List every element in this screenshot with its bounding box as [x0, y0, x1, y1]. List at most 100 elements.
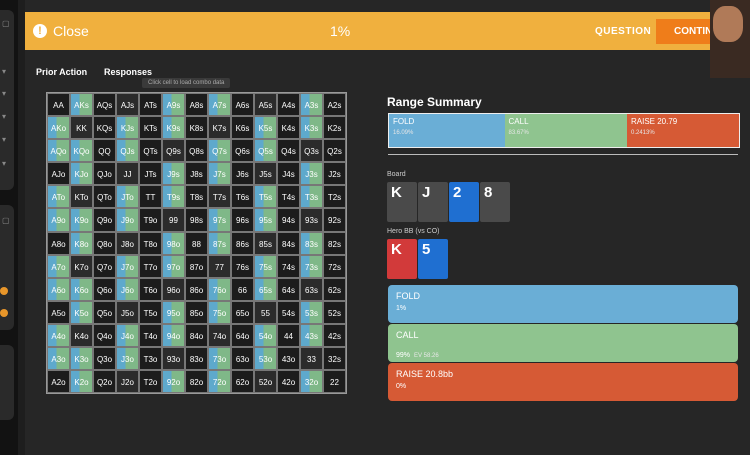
hand-cell[interactable]: 95s — [254, 208, 277, 232]
hand-cell[interactable]: 54o — [254, 323, 277, 348]
hand-cell[interactable]: A3o — [47, 347, 70, 371]
hand-cell[interactable]: 43o — [277, 347, 300, 371]
hand-cell[interactable]: A3s — [300, 93, 323, 117]
hand-cell[interactable]: A7s — [208, 93, 231, 117]
hand-cell[interactable]: 44 — [277, 323, 300, 348]
close-button[interactable]: Close — [53, 23, 89, 39]
hand-cell[interactable]: 53o — [254, 347, 277, 371]
hand-cell[interactable]: J8s — [185, 162, 208, 186]
hand-cell[interactable]: K2o — [70, 370, 93, 394]
hand-cell[interactable]: T8o — [139, 231, 162, 255]
hand-cell[interactable]: K4o — [70, 323, 93, 348]
info-icon[interactable]: ! — [33, 24, 47, 38]
hand-cell[interactable]: AQo — [47, 139, 70, 163]
hand-cell[interactable]: 64s — [277, 277, 300, 301]
hand-cell[interactable]: T8s — [185, 185, 208, 209]
hand-cell[interactable]: K6s — [231, 116, 254, 140]
hand-cell[interactable]: 32s — [323, 347, 346, 371]
hand-cell[interactable]: QTs — [139, 139, 162, 163]
hand-cell[interactable]: 65s — [254, 277, 277, 301]
hand-cell[interactable]: A4s — [277, 93, 300, 117]
hand-cell[interactable]: A2o — [47, 370, 70, 394]
hand-cell[interactable]: K5o — [70, 300, 93, 324]
hand-cell[interactable]: 52o — [254, 370, 277, 394]
hand-cell[interactable]: 63s — [300, 277, 323, 301]
hand-cell[interactable]: 75o — [208, 300, 231, 324]
hand-cell[interactable]: Q9o — [93, 208, 116, 232]
hand-cell[interactable]: A5s — [254, 93, 277, 117]
hand-cell[interactable]: J6s — [231, 162, 254, 186]
action-fold-button[interactable]: FOLD 1% — [388, 285, 738, 323]
hand-cell[interactable]: AJs — [116, 93, 139, 117]
hand-cell[interactable]: A8s — [185, 93, 208, 117]
hand-cell[interactable]: AKs — [70, 93, 93, 117]
hand-cell[interactable]: KTs — [139, 116, 162, 140]
hand-cell[interactable]: Q3o — [93, 347, 116, 371]
hand-cell[interactable]: 33 — [300, 347, 323, 371]
hand-cell[interactable]: T5s — [254, 185, 277, 209]
hand-cell[interactable]: 83s — [300, 231, 323, 255]
hand-cell[interactable]: 92s — [323, 208, 346, 232]
hand-cell[interactable]: J7o — [116, 254, 139, 278]
hand-cell[interactable]: ATo — [47, 185, 70, 209]
hand-cell[interactable]: T3s — [300, 185, 323, 209]
hand-cell[interactable]: 74s — [277, 254, 300, 278]
hand-cell[interactable]: 92o — [162, 370, 185, 394]
hand-cell[interactable]: Q5o — [93, 300, 116, 324]
hand-cell[interactable]: T3o — [139, 347, 162, 371]
hand-cell[interactable]: KTo — [70, 185, 93, 209]
hand-cell[interactable]: K4s — [277, 116, 300, 140]
hand-cell[interactable]: Q7o — [93, 254, 116, 278]
chevron-down-icon[interactable]: ▾ — [2, 159, 7, 168]
hand-cell[interactable]: J2o — [116, 370, 139, 394]
hand-cell[interactable]: Q2o — [93, 370, 116, 394]
hand-cell[interactable]: 87s — [208, 231, 231, 255]
hand-cell[interactable]: JJ — [116, 162, 139, 186]
hand-cell[interactable]: T9o — [139, 208, 162, 232]
hand-cell[interactable]: 73o — [208, 347, 231, 371]
hand-cell[interactable]: 63o — [231, 347, 254, 371]
hand-cell[interactable]: A5o — [47, 300, 70, 324]
hand-cell[interactable]: K6o — [70, 277, 93, 301]
hand-cell[interactable]: 98o — [162, 231, 185, 255]
hand-cell[interactable]: 86o — [185, 277, 208, 301]
hand-cell[interactable]: Q8o — [93, 231, 116, 255]
hand-cell[interactable]: J8o — [116, 231, 139, 255]
hand-cell[interactable]: 22 — [323, 370, 346, 394]
hand-cell[interactable]: A9o — [47, 208, 70, 232]
hand-cell[interactable]: K3o — [70, 347, 93, 371]
hand-cell[interactable]: JTo — [116, 185, 139, 209]
hand-cell[interactable]: T6o — [139, 277, 162, 301]
hand-cell[interactable]: A8o — [47, 231, 70, 255]
hand-cell[interactable]: QTo — [93, 185, 116, 209]
tab-prior-action[interactable]: Prior Action — [36, 67, 88, 77]
hand-cell[interactable]: A2s — [323, 93, 346, 117]
tab-responses[interactable]: Responses — [104, 67, 153, 77]
hand-cell[interactable]: KQs — [93, 116, 116, 140]
hand-cell[interactable]: Q6o — [93, 277, 116, 301]
hand-cell[interactable]: AA — [47, 93, 70, 117]
hand-cell[interactable]: 42o — [277, 370, 300, 394]
hand-cell[interactable]: 76o — [208, 277, 231, 301]
hand-cell[interactable]: T5o — [139, 300, 162, 324]
hand-cell[interactable]: 74o — [208, 323, 231, 348]
hand-cell[interactable]: K7s — [208, 116, 231, 140]
hand-cell[interactable]: 76s — [231, 254, 254, 278]
hand-cell[interactable]: 73s — [300, 254, 323, 278]
hand-cell[interactable]: Q4s — [277, 139, 300, 163]
hand-cell[interactable]: 53s — [300, 300, 323, 324]
hand-cell[interactable]: K2s — [323, 116, 346, 140]
hand-cell[interactable]: AQs — [93, 93, 116, 117]
hand-cell[interactable]: T7s — [208, 185, 231, 209]
hand-cell[interactable]: J4o — [116, 323, 139, 348]
hand-cell[interactable]: T9s — [162, 185, 185, 209]
hand-cell[interactable]: 72o — [208, 370, 231, 394]
hand-cell[interactable]: 94s — [277, 208, 300, 232]
hand-cell[interactable]: 84o — [185, 323, 208, 348]
hand-cell[interactable]: A7o — [47, 254, 70, 278]
hand-cell[interactable]: 82o — [185, 370, 208, 394]
hand-cell[interactable]: KJo — [70, 162, 93, 186]
hand-cell[interactable]: KJs — [116, 116, 139, 140]
hand-cell[interactable]: K5s — [254, 116, 277, 140]
hand-cell[interactable]: T4o — [139, 323, 162, 348]
